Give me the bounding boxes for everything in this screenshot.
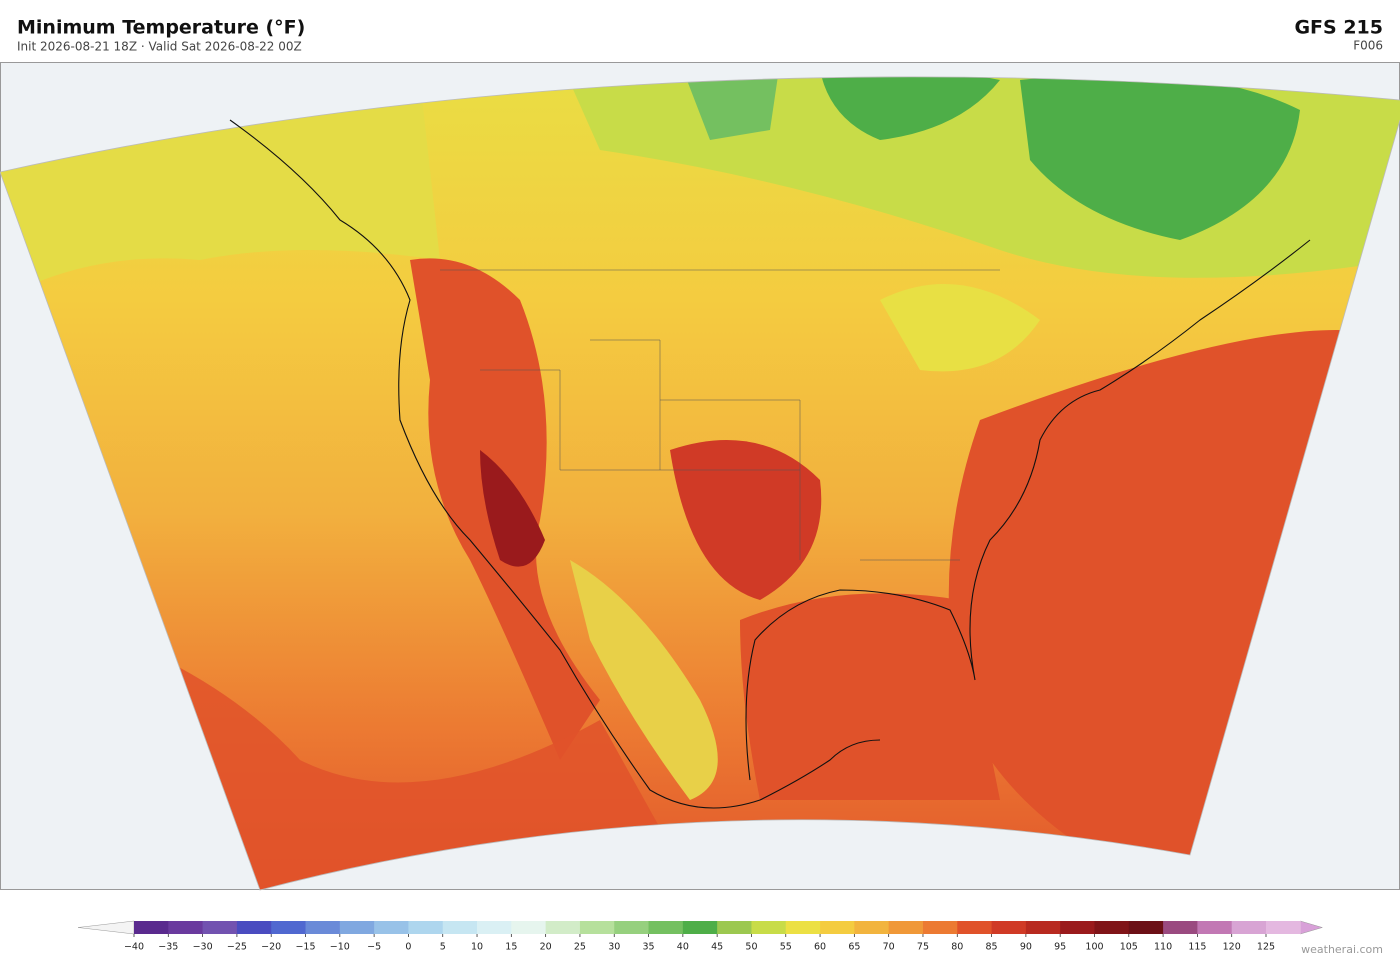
colorbar-tick-label: −40 <box>124 942 144 953</box>
colorbar-tick-label: −5 <box>367 942 381 953</box>
colorbar-tick-label: 120 <box>1223 942 1241 953</box>
colorbar-segment <box>751 921 787 934</box>
colorbar-tick-label: 115 <box>1188 942 1206 953</box>
colorbar-segment <box>1094 921 1130 934</box>
colorbar-over <box>1300 920 1324 935</box>
colorbar-segment <box>614 921 650 934</box>
colorbar-segment <box>717 921 752 934</box>
colorbar-segment <box>511 921 547 934</box>
colorbar-segment <box>1025 921 1061 934</box>
colorbar-segment <box>305 921 341 934</box>
colorbar-segment <box>1231 921 1267 934</box>
colorbar-tick-label: −30 <box>193 942 213 953</box>
colorbar-segment <box>545 921 581 934</box>
colorbar-tick-label: −20 <box>261 942 281 953</box>
forecast-hour: F006 <box>1353 39 1383 53</box>
colorbar-segment <box>1163 921 1198 934</box>
colorbar-segment <box>991 921 1027 934</box>
colorbar-tick-label: −25 <box>227 942 247 953</box>
colorbar-segment <box>785 921 821 934</box>
colorbar-segment <box>648 921 684 934</box>
colorbar-segment <box>1128 921 1164 934</box>
colorbar-segment <box>820 921 855 934</box>
colorbar-segment <box>168 921 204 934</box>
colorbar-tick-label: 80 <box>951 942 963 953</box>
colorbar-segment <box>579 921 615 934</box>
colorbar-tick-label: 15 <box>505 942 517 953</box>
colorbar-tick-label: −35 <box>158 942 178 953</box>
colorbar-segment <box>408 921 444 934</box>
watermark: weatherai.com <box>1301 943 1383 956</box>
colorbar-segment <box>271 921 307 934</box>
coastline <box>229 119 1311 809</box>
colorbar-tick-label: 90 <box>1020 942 1032 953</box>
colorbar-segment <box>134 921 169 934</box>
colorbar-tick-label: 20 <box>540 942 552 953</box>
colorbar-tick-label: −10 <box>330 942 350 953</box>
colorbar-tick-label: 5 <box>440 942 446 953</box>
colorbar-tick-label: 60 <box>814 942 826 953</box>
colorbar-tick-label: −15 <box>295 942 315 953</box>
colorbar-segment <box>477 921 512 934</box>
colorbar-segment <box>339 921 375 934</box>
model: GFS 215 <box>1294 17 1383 39</box>
colorbar-segment <box>922 921 958 934</box>
colorbar-tick-label: 10 <box>471 942 483 953</box>
colorbar-tick-label: 65 <box>848 942 860 953</box>
colorbar-tick-label: 100 <box>1085 942 1103 953</box>
colorbar-segment <box>442 921 478 934</box>
colorbar-tick-label: 25 <box>574 942 586 953</box>
subtitle: Init 2026-08-21 18Z · Valid Sat 2026-08-… <box>17 40 302 54</box>
colorbar-segment <box>202 921 238 934</box>
colorbar-tick-label: 70 <box>883 942 895 953</box>
colorbar-tick-label: 95 <box>1054 942 1066 953</box>
colorbar-tick-label: 85 <box>986 942 998 953</box>
colorbar-tick-label: 125 <box>1257 942 1275 953</box>
colorbar-tick-label: 30 <box>608 942 620 953</box>
colorbar-tick-label: 45 <box>711 942 723 953</box>
colorbar-segment <box>957 921 993 934</box>
temperature-field <box>0 76 1400 891</box>
colorbar-tick-label: 40 <box>677 942 689 953</box>
colorbar-segment <box>888 921 924 934</box>
colorbar-segment <box>1060 921 1095 934</box>
colorbar: −40 −35 −30 −25 −20 −15 −10 −5 0 5 10 15 20 25 30 35 40 4… <box>77 920 1324 953</box>
colorbar-tick-label: 0 <box>405 942 411 953</box>
colorbar-under <box>77 920 135 935</box>
colorbar-tick-label: 105 <box>1120 942 1138 953</box>
colorbar-segment <box>682 921 718 934</box>
colorbar-tick-label: 50 <box>745 942 757 953</box>
colorbar-tick-label: 55 <box>780 942 792 953</box>
map <box>0 62 1400 891</box>
colorbar-segment <box>1197 921 1233 934</box>
colorbar-tick-label: 75 <box>917 942 929 953</box>
colorbar-tick-label: 110 <box>1154 942 1172 953</box>
borders <box>440 269 1000 561</box>
title: Minimum Temperature (°F) <box>17 17 305 39</box>
colorbar-segment <box>236 921 272 934</box>
colorbar-segment <box>1266 921 1301 934</box>
colorbar-segment <box>854 921 890 934</box>
colorbar-segment <box>374 921 409 934</box>
colorbar-tick-label: 35 <box>642 942 654 953</box>
